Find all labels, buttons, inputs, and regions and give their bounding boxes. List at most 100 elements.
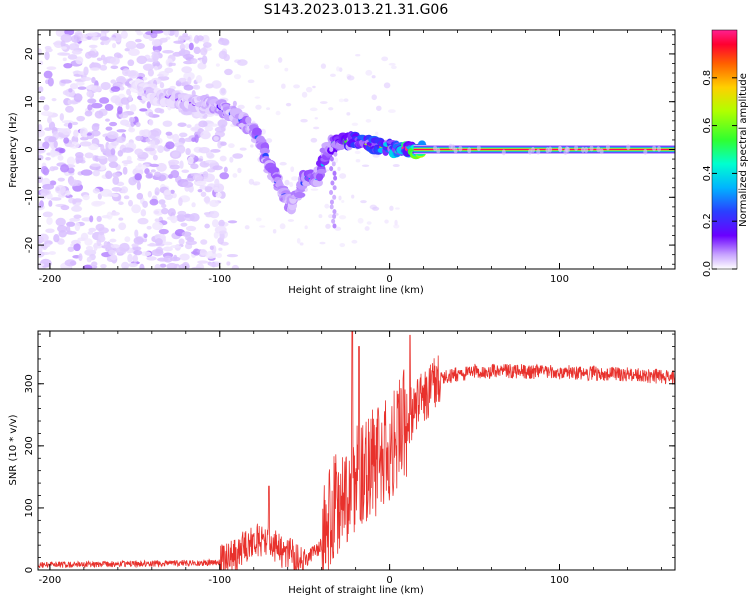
spectrogram-noise-cell: [179, 35, 191, 41]
spectrogram-noise-cell: [46, 66, 57, 70]
spectrogram-noise-cell: [374, 131, 379, 136]
spectrogram-noise-cell: [204, 125, 214, 132]
spectrogram-noise-cell: [187, 156, 194, 165]
spectrogram-noise-cell: [109, 238, 117, 243]
spectrogram-noise-cell: [214, 178, 220, 187]
spectrogram-ridge-cell: [329, 199, 334, 205]
spectrogram-noise-cell: [67, 167, 75, 174]
spectrogram-noise-cell: [148, 119, 154, 126]
snr-frame: [37, 330, 676, 571]
spectrogram-noise-cell: [90, 163, 101, 167]
spectrogram-noise-cell: [73, 243, 81, 252]
spectrogram-noise-cell: [65, 230, 77, 235]
spectrogram-noise-cell: [96, 57, 103, 61]
spectrogram-noise-cell: [159, 82, 165, 89]
spectrogram-noise-cell: [184, 213, 191, 218]
spectrogram-noise-cell: [203, 196, 211, 203]
colorbar-tick-label: 0.4: [702, 165, 713, 181]
spectrogram-noise-cell: [94, 110, 104, 119]
spectrogram-noise-cell: [44, 240, 53, 246]
spectrogram-noise-cell: [163, 255, 173, 263]
spectrogram-noise-cell: [351, 122, 359, 126]
spectrogram-noise-cell: [215, 63, 220, 67]
spectrogram-ridge-cell: [252, 127, 262, 136]
spectrogram-ridge-cell: [245, 116, 252, 125]
spectrogram-noise-cell: [91, 85, 102, 93]
spectrogram-noise-cell: [69, 217, 81, 222]
spectrogram-noise-cell: [383, 82, 391, 89]
spectrogram-noise-cell: [139, 108, 148, 112]
spectrogram-xtick-label: -100: [208, 274, 231, 285]
spectrogram-noise-cell: [162, 241, 173, 246]
spectrogram-noise-cell: [100, 263, 107, 269]
spectrogram-noise-cell: [299, 242, 304, 246]
spectrogram-noise-cell: [216, 252, 223, 259]
spectrogram-noise-cell: [304, 225, 308, 230]
spectrogram-noise-cell: [161, 207, 169, 215]
spectrogram-noise-cell: [118, 201, 124, 206]
spectrogram-noise-cell: [163, 30, 171, 36]
spectrogram-noise-cell: [371, 94, 377, 101]
spectrogram-noise-cell: [213, 136, 219, 141]
spectrogram-noise-cell: [168, 159, 180, 166]
spectrogram-noise-cell: [643, 148, 648, 155]
spectrogram-noise-cell: [501, 149, 506, 156]
spectrogram-noise-cell: [127, 59, 135, 67]
spectrogram-noise-cell: [324, 203, 330, 209]
spectrogram-ytick-label: 20: [24, 48, 35, 61]
spectrogram-noise-cell: [75, 56, 84, 65]
spectrogram-noise-cell: [171, 151, 180, 158]
spectrogram-noise-cell: [91, 36, 99, 41]
spectrogram-noise-cell: [250, 144, 254, 148]
spectrogram-noise-cell: [177, 122, 187, 127]
spectrogram-noise-cell: [213, 186, 219, 193]
spectrogram-noise-cell: [65, 225, 71, 233]
spectrogram-noise-cell: [338, 195, 342, 201]
spectrogram-noise-cell: [393, 224, 400, 229]
spectrogram-noise-cell: [85, 245, 94, 251]
spectrogram-noise-cell: [98, 227, 109, 234]
spectrogram-noise-cell: [209, 245, 214, 251]
spectrogram-noise-cell: [527, 148, 532, 155]
spectrogram-noise-cell: [179, 263, 190, 269]
spectrogram-noise-cell: [530, 146, 535, 153]
spectrogram-noise-cell: [134, 173, 142, 181]
spectrogram-noise-cell: [148, 37, 154, 41]
spectrogram-noise-cell: [185, 240, 198, 245]
spectrogram-noise-cell: [128, 48, 140, 57]
spectrogram-noise-cell: [38, 146, 46, 154]
spectrogram-noise-cell: [198, 146, 210, 154]
spectrogram-noise-cell: [42, 211, 53, 218]
spectrogram-noise-cell: [135, 135, 143, 142]
spectrogram-noise-cell: [210, 148, 221, 153]
spectrogram-noise-cell: [365, 119, 372, 123]
spectrogram-noise-cell: [476, 145, 481, 152]
spectrogram-noise-cell: [279, 223, 286, 230]
spectrogram-noise-cell: [293, 84, 300, 89]
spectrogram-noise-cell: [50, 148, 56, 158]
spectrogram-noise-cell: [318, 214, 323, 219]
spectrogram-noise-cell: [66, 221, 76, 227]
spectrogram-noise-cell: [328, 214, 334, 219]
snr-ytick-label: 0: [24, 567, 35, 573]
snr-ytick-label: 200: [24, 436, 35, 455]
spectrogram-noise-cell: [202, 130, 209, 135]
spectrogram-noise-cell: [110, 148, 116, 156]
spectrogram-noise-cell: [150, 140, 156, 149]
spectrogram-noise-cell: [60, 79, 72, 84]
snr-xtick-label: 100: [550, 575, 569, 586]
spectrogram-noise-cell: [176, 144, 186, 154]
spectrogram-ridge-cell: [315, 173, 324, 182]
spectrogram-noise-cell: [182, 181, 194, 188]
spectrogram-noise-cell: [265, 138, 273, 143]
spectrogram-noise-cell: [226, 253, 239, 258]
spectrogram-noise-cell: [91, 123, 100, 132]
spectrogram-noise-cell: [545, 147, 550, 154]
spectrogram-noise-cell: [313, 126, 320, 130]
colorbar-gradient: [711, 29, 738, 270]
spectrogram-noise-cell: [60, 164, 70, 173]
spectrogram-noise-cell: [162, 120, 173, 127]
spectrogram-noise-cell: [260, 128, 266, 135]
spectrogram-noise-cell: [110, 95, 121, 104]
spectrogram-noise-cell: [277, 57, 283, 63]
